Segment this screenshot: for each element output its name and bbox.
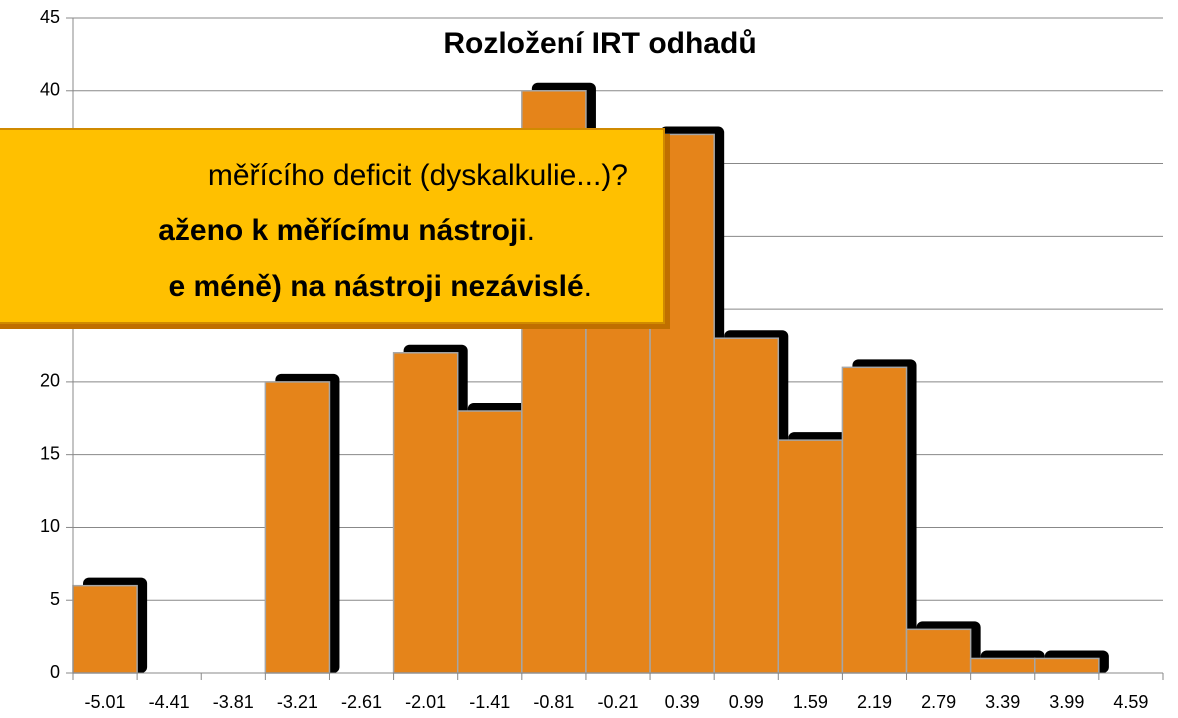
bar [777,439,844,674]
chart-title: Rozložení IRT odhadů [443,27,756,60]
x-tick-label: -2.01 [405,692,446,712]
x-tick-label: -3.81 [213,692,254,712]
x-tick-label: 0.99 [729,692,764,712]
bar [1034,657,1100,674]
x-tick-label: 1.59 [793,692,828,712]
callout-line: měřícího deficit (dyskalkulie...)? [208,159,628,192]
callout: měřícího deficit (dyskalkulie...)? aženo … [0,128,670,329]
x-tick-label: 3.99 [1049,692,1084,712]
bar [392,352,459,674]
bar [456,410,523,674]
x-tick-label: -2.61 [341,692,382,712]
x-tick-label: -4.41 [149,692,190,712]
x-tick-label: 2.19 [857,692,892,712]
callout-text: . [584,270,592,303]
y-tick-label: 15 [40,443,60,463]
x-tick-label: 2.79 [921,692,956,712]
y-tick-label: 10 [40,516,60,536]
x-tick-label: -5.01 [85,692,126,712]
x-tick-label: -0.21 [597,692,638,712]
bar [72,584,138,674]
callout-text: měřícího deficit (dyskalkulie...)? [208,159,628,192]
bar [713,337,780,674]
x-tick-label: 4.59 [1113,692,1148,712]
x-tick-label: -0.81 [533,692,574,712]
bar [841,366,908,674]
x-tick-label: 3.39 [985,692,1020,712]
callout-box [0,128,665,324]
callout-text: . [527,214,535,247]
y-tick-label: 40 [40,80,60,100]
y-tick-label: 45 [40,7,60,27]
callout-line: aženo k měřícímu nástroji. [158,214,535,247]
plot-area: 051015202530354045-5.01-4.41-3.81-3.21-2… [40,7,1164,712]
bar [905,628,972,674]
y-tick-label: 5 [50,589,60,609]
bar [969,657,1036,674]
x-tick-label: -1.41 [469,692,510,712]
x-tick-label: -3.21 [277,692,318,712]
y-tick-label: 0 [50,662,60,682]
callout-text: aženo k měřícímu nástroji [158,214,526,247]
bar [264,381,331,674]
callout-text: e méně) na nástroji nezávislé [168,270,583,303]
x-tick-label: 0.39 [665,692,700,712]
y-tick-label: 20 [40,371,60,391]
callout-line: e méně) na nástroji nezávislé. [168,270,592,303]
